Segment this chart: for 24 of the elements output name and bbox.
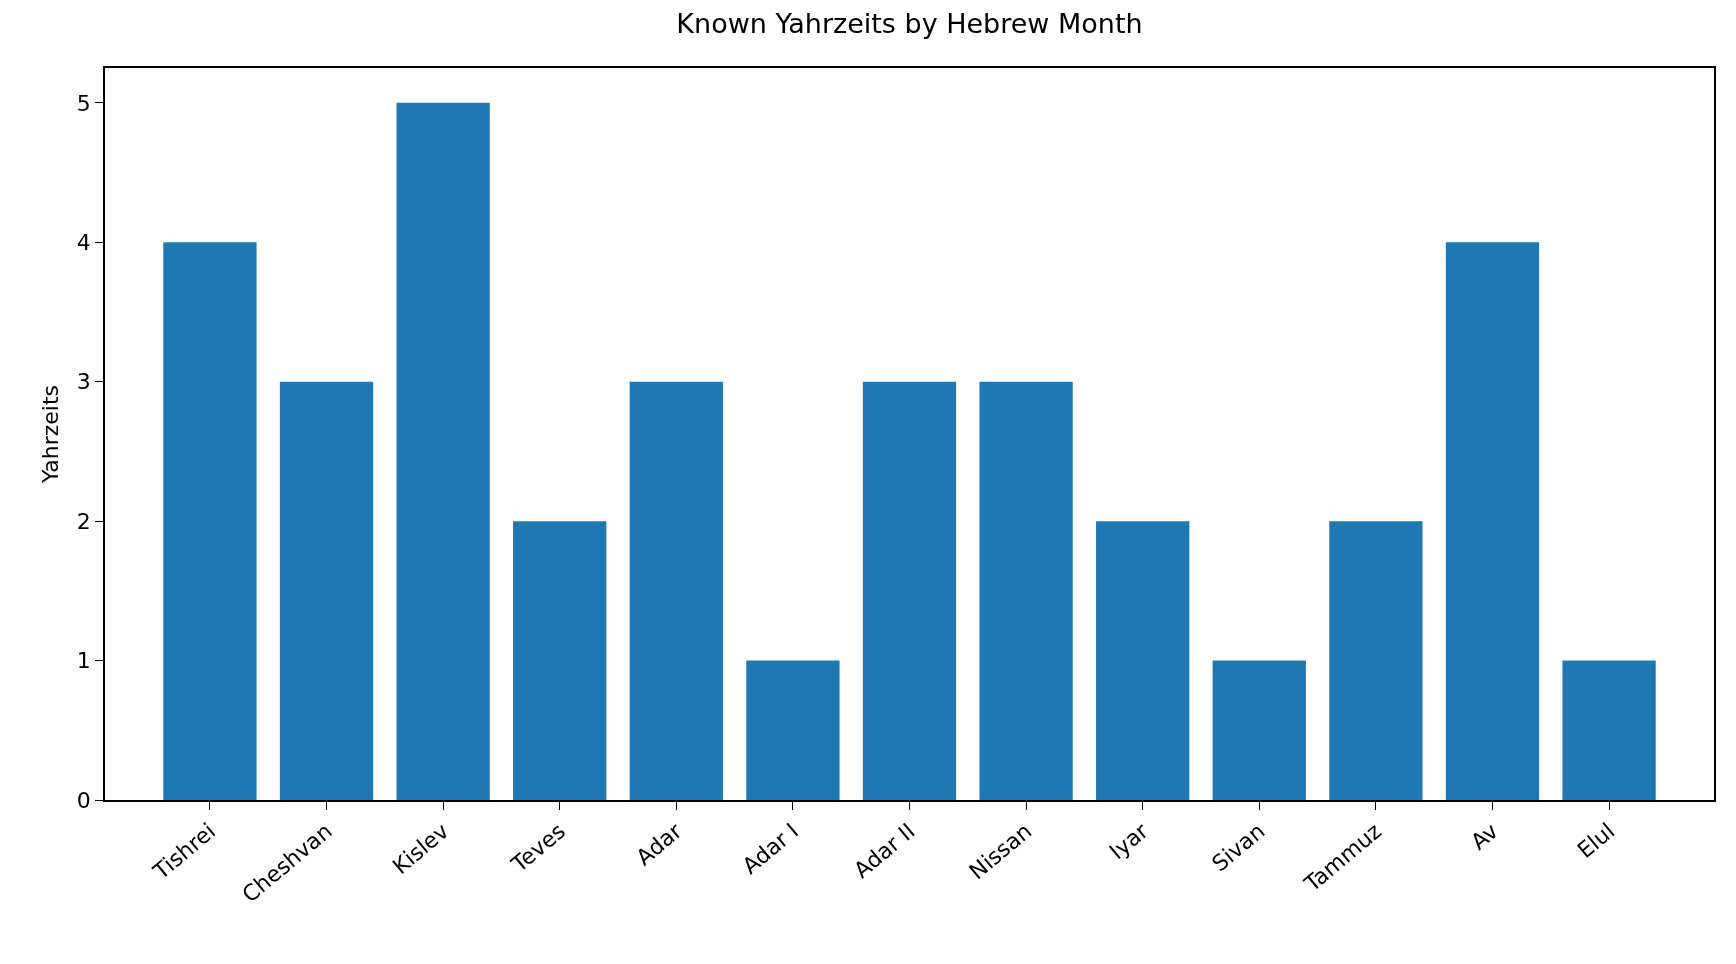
y-tick-label: 5 xyxy=(76,90,91,116)
y-tick-label: 1 xyxy=(76,648,91,674)
bar xyxy=(1562,660,1656,800)
y-axis-title: Yahrzeits xyxy=(38,384,64,485)
y-tick-label: 3 xyxy=(76,369,91,395)
bar xyxy=(979,381,1073,800)
chart-title: Known Yahrzeits by Hebrew Month xyxy=(676,8,1143,40)
bar xyxy=(746,660,840,800)
bar xyxy=(396,102,490,800)
bar xyxy=(1096,521,1190,800)
x-tick-label: Av xyxy=(1466,818,1503,855)
bar xyxy=(629,381,723,800)
bar xyxy=(279,381,374,800)
x-tick-label: Iyar xyxy=(1104,817,1154,865)
bar xyxy=(1445,242,1540,800)
x-tick-label: Elul xyxy=(1572,818,1620,864)
bar xyxy=(1329,521,1423,800)
y-tick-label: 0 xyxy=(76,787,91,813)
bar xyxy=(1212,660,1306,800)
bar xyxy=(513,521,607,800)
bar xyxy=(163,242,257,800)
y-tick-label: 2 xyxy=(76,508,91,534)
y-tick-label: 4 xyxy=(76,229,91,255)
bar xyxy=(862,381,957,800)
